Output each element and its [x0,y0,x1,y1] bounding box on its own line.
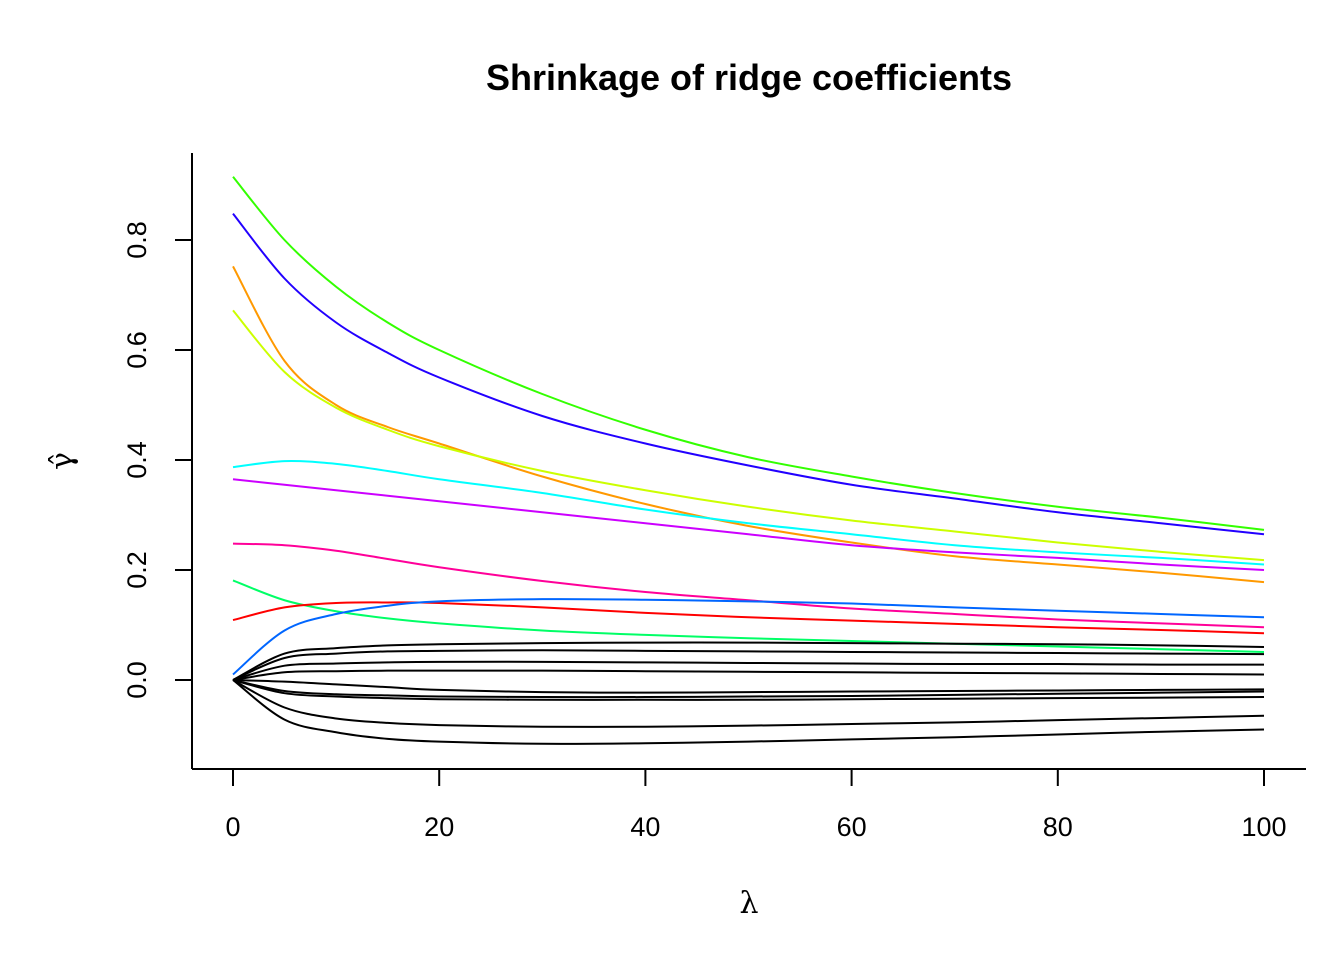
x-tick-label: 40 [630,812,660,842]
coefficient-path-7 [232,542,1265,629]
y-axis-ticks: 0.0 0.2 0.4 0.6 0.8 [122,221,192,699]
x-tick-label: 60 [837,812,867,842]
y-tick-label: 0.0 [122,661,152,699]
coefficient-path-19 [232,679,1265,745]
coefficient-path-12 [232,649,1265,681]
coefficient-path-15 [232,679,1265,694]
coefficient-path-13 [232,660,1265,681]
x-axis-ticks: 0 20 40 60 80 100 [225,769,1287,842]
coefficient-path-8 [232,579,1265,653]
coefficient-path-9 [232,601,1265,635]
coefficient-path-2 [232,212,1265,536]
coefficient-path-14 [232,669,1265,681]
coefficient-path-10 [232,598,1265,676]
coefficient-path-18 [232,679,1265,728]
x-tick-label: 80 [1043,812,1073,842]
y-tick-label: 0.6 [122,331,152,369]
x-tick-label: 100 [1241,812,1286,842]
coefficient-path-6 [232,478,1265,571]
y-tick-label: 0.8 [122,221,152,259]
coefficient-path-5 [232,459,1265,566]
x-axis-label: λ [739,886,758,921]
y-tick-label: 0.2 [122,551,152,589]
coefficient-path-17 [232,679,1265,701]
coefficient-paths [232,176,1265,745]
y-axis-label: γ̂ [45,452,80,470]
coefficient-path-16 [232,679,1265,699]
x-tick-label: 20 [424,812,454,842]
coefficient-path-4 [232,309,1265,562]
x-tick-label: 0 [225,812,240,842]
coefficient-path-1 [232,176,1265,531]
coefficient-path-11 [232,641,1265,681]
coefficient-path-3 [232,265,1265,584]
y-tick-label: 0.4 [122,441,152,479]
chart-title: Shrinkage of ridge coefficients [486,57,1012,98]
